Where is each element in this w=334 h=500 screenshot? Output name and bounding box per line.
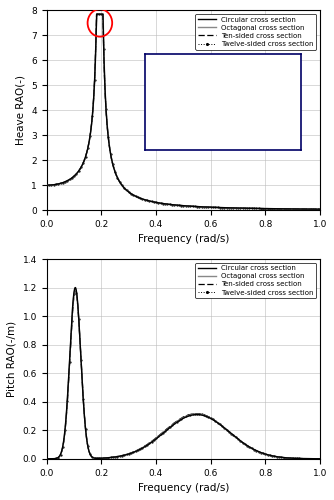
Y-axis label: Pitch RAO(-/m): Pitch RAO(-/m): [7, 321, 17, 397]
Legend: Circular cross section, Octagonal cross section, Ten-sided cross section, Twelve: Circular cross section, Octagonal cross …: [195, 262, 316, 298]
X-axis label: Frequency (rad/s): Frequency (rad/s): [138, 234, 229, 244]
X-axis label: Frequency (rad/s): Frequency (rad/s): [138, 483, 229, 493]
Y-axis label: Heave RAO(-): Heave RAO(-): [16, 76, 26, 146]
Legend: Circular cross section, Octagonal cross section, Ten-sided cross section, Twelve: Circular cross section, Octagonal cross …: [195, 14, 316, 50]
